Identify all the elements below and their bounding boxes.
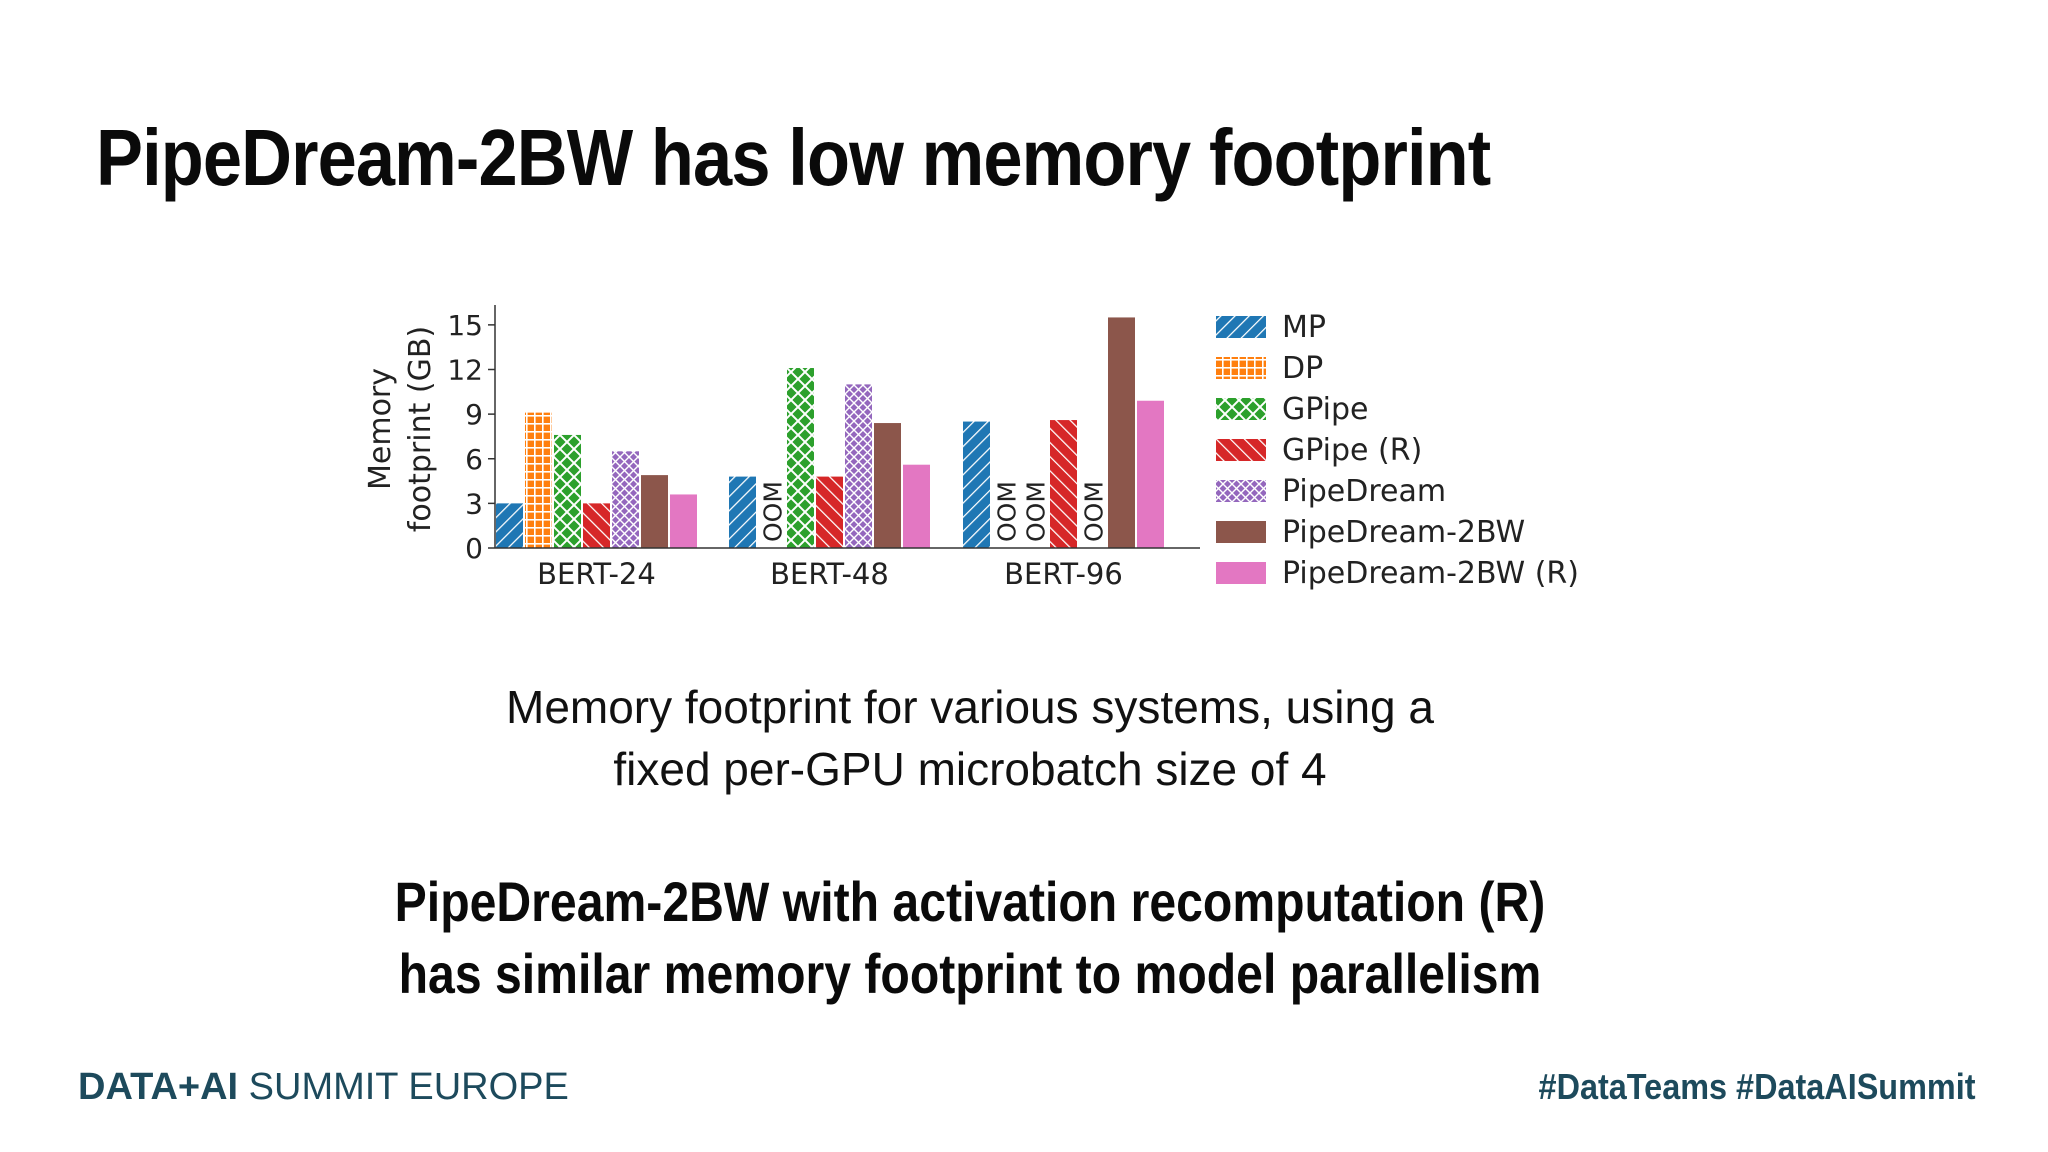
legend-swatch: [1216, 439, 1266, 461]
bar: [816, 476, 843, 548]
caption-line: Memory footprint for various systems, us…: [506, 681, 1434, 733]
y-axis: 0 3 6 9 12 15: [447, 305, 496, 565]
legend-swatch: [1216, 480, 1266, 502]
legend-swatch: [1216, 316, 1266, 338]
legend-swatch: [1216, 521, 1266, 543]
event-logo: DATA+AI SUMMIT EUROPE: [78, 1066, 569, 1109]
bar: [525, 412, 552, 548]
hashtags: #DataTeams #DataAISummit: [1539, 1066, 1976, 1107]
x-tick-label: BERT-96: [1004, 557, 1123, 591]
x-tick-label: BERT-48: [770, 557, 889, 591]
bar: [1137, 400, 1164, 548]
y-tick-label: 9: [465, 398, 483, 431]
takeaway-line: PipeDream-2BW with activation recomputat…: [394, 870, 1546, 933]
bar: [874, 423, 901, 548]
takeaway-text: PipeDream-2BW with activation recomputat…: [0, 866, 1940, 1010]
takeaway-line: has similar memory footprint to model pa…: [398, 942, 1542, 1005]
bar: [787, 368, 814, 548]
legend-label: MP: [1282, 310, 1326, 345]
legend: MP DP GPipe GPipe (R) PipeDream PipeDream-2BW…: [1216, 310, 1579, 591]
legend-label: PipeDream-2BW (R): [1282, 556, 1579, 591]
x-axis: BERT-24 BERT-48 BERT-96: [495, 547, 1200, 591]
slide-title: PipeDream-2BW has low memory footprint: [96, 113, 1491, 202]
bar: [729, 476, 756, 548]
oom-label: OOM: [1080, 481, 1109, 542]
y-tick-label: 0: [465, 532, 483, 565]
oom-label: OOM: [993, 481, 1022, 542]
x-tick-label: BERT-24: [537, 557, 656, 591]
legend-label: PipeDream: [1282, 474, 1446, 509]
legend-swatch: [1216, 357, 1266, 379]
bar: [963, 421, 990, 548]
brand-bold: DATA+AI: [78, 1066, 239, 1108]
bar: [641, 475, 668, 548]
bar: [583, 503, 610, 548]
bar: [845, 384, 872, 548]
y-axis-label: Memory footprint (GB): [363, 326, 438, 532]
bar: [1050, 420, 1077, 548]
bar: [903, 464, 930, 548]
y-axis-label-line: footprint (GB): [403, 326, 438, 532]
legend-label: DP: [1282, 351, 1323, 386]
bar: [612, 451, 639, 548]
legend-label: PipeDream-2BW: [1282, 515, 1525, 550]
legend-swatch: [1216, 562, 1266, 584]
y-tick-label: 12: [447, 354, 483, 387]
y-tick-label: 15: [447, 309, 483, 342]
legend-label: GPipe (R): [1282, 433, 1422, 468]
y-tick-label: 3: [465, 487, 483, 520]
legend-label: GPipe: [1282, 392, 1369, 427]
bar: [554, 434, 581, 548]
bar: [1108, 317, 1135, 548]
brand-rest: SUMMIT EUROPE: [238, 1066, 569, 1108]
oom-label: OOM: [759, 481, 788, 542]
y-axis-label-line: Memory: [363, 368, 398, 490]
chart-caption: Memory footprint for various systems, us…: [0, 676, 1940, 800]
bars: OOM OOM OOM OOM: [496, 317, 1164, 548]
caption-line: fixed per-GPU microbatch size of 4: [613, 743, 1327, 795]
y-tick-label: 6: [465, 443, 483, 476]
bar: [670, 494, 697, 548]
legend-swatch: [1216, 398, 1266, 420]
bar: [496, 503, 523, 548]
oom-label: OOM: [1022, 481, 1051, 542]
